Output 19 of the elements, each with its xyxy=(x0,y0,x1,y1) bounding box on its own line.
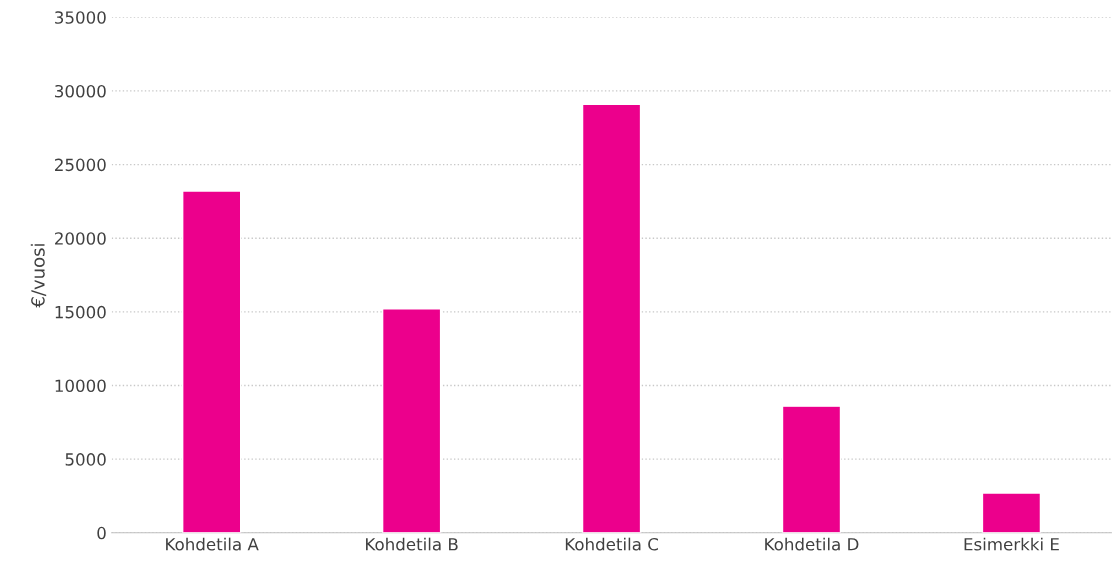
y-tick-label: 20000 xyxy=(55,232,106,245)
y-tick-label: 25000 xyxy=(55,158,106,172)
x-tick-label: Kohdetila C xyxy=(565,537,658,551)
y-tick-label: 30000 xyxy=(55,84,106,98)
bar xyxy=(381,308,442,533)
x-tick-label: Esimerkki E xyxy=(964,537,1059,551)
x-tick-label: Kohdetila D xyxy=(765,537,859,551)
y-tick-label: 15000 xyxy=(55,305,106,319)
y-axis-title: €/vuosi xyxy=(30,244,47,308)
bar xyxy=(181,190,242,533)
bar xyxy=(581,103,642,533)
y-tick-label: 35000 xyxy=(55,11,106,24)
y-tick-label: 0 xyxy=(97,526,106,540)
bar xyxy=(781,405,842,533)
x-tick-label: Kohdetila A xyxy=(166,537,259,551)
bar xyxy=(981,492,1042,533)
y-tick-label: 5000 xyxy=(65,453,106,466)
y-tick-label: 10000 xyxy=(55,379,106,393)
x-tick-label: Kohdetila B xyxy=(366,537,458,551)
